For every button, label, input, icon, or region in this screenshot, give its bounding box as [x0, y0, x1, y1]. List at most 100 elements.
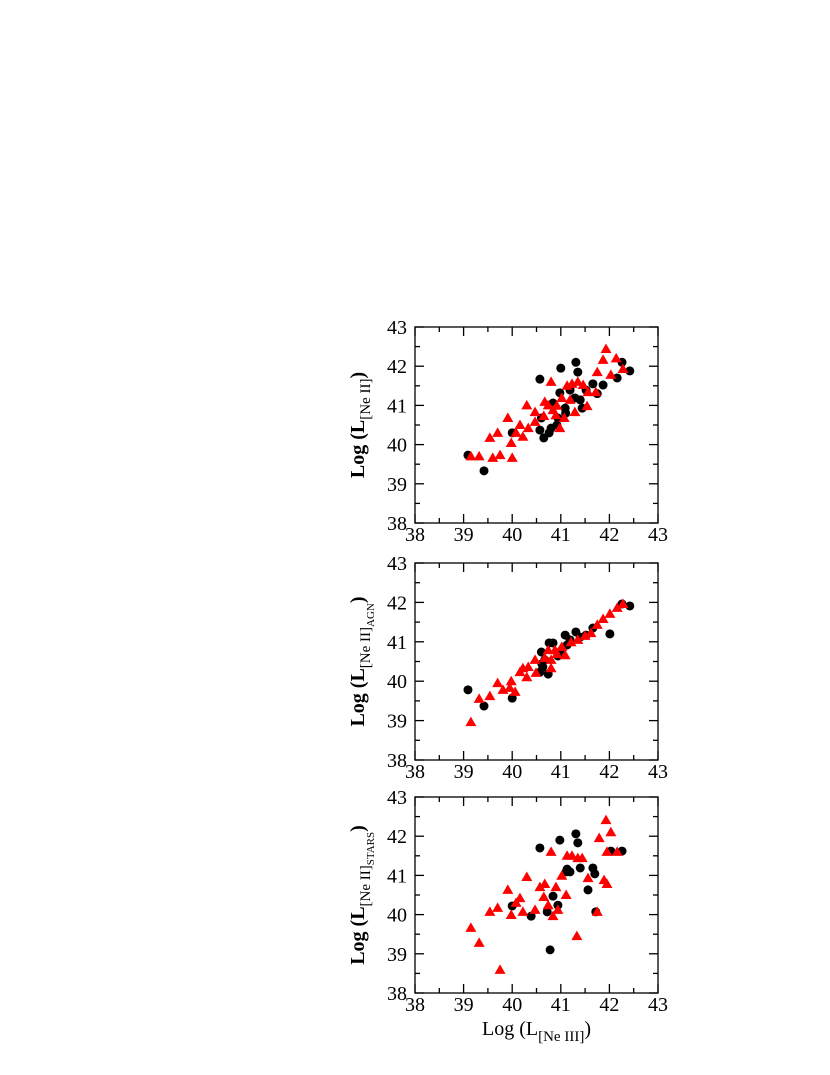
- axis-label: Log (L[Ne II]AGN): [347, 596, 377, 726]
- point: [548, 638, 558, 648]
- point: [564, 394, 576, 404]
- point: [612, 373, 622, 383]
- label-sub: [Ne II]: [358, 379, 374, 420]
- axis-label: Log (L[Ne III]): [482, 1018, 591, 1045]
- point: [534, 881, 546, 892]
- point: [544, 428, 554, 438]
- label-sub: [Ne II]: [358, 865, 374, 906]
- point: [550, 881, 562, 892]
- point: [492, 427, 504, 437]
- point: [545, 654, 557, 664]
- point: [545, 376, 557, 386]
- point: [555, 835, 565, 845]
- point: [600, 814, 612, 825]
- point: [591, 906, 603, 916]
- point: [588, 379, 598, 389]
- point: [529, 416, 541, 426]
- point: [597, 354, 609, 364]
- point: [502, 884, 514, 894]
- point: [514, 892, 526, 903]
- label-main: Log (L: [482, 1018, 538, 1040]
- y-tick-label: 40: [387, 435, 407, 457]
- point: [536, 647, 546, 657]
- point: [577, 379, 589, 390]
- label-sub2: STARS: [365, 832, 377, 865]
- x-tick-label: 38: [405, 761, 425, 783]
- point: [538, 662, 548, 672]
- point: [521, 399, 533, 410]
- point: [625, 366, 635, 376]
- point: [465, 450, 477, 461]
- point: [535, 374, 545, 384]
- point: [521, 871, 533, 881]
- point: [545, 846, 557, 856]
- point: [604, 608, 616, 618]
- point: [552, 904, 564, 914]
- point: [605, 629, 615, 639]
- y-tick-label: 39: [387, 711, 407, 733]
- x-tick-label: 38: [405, 994, 425, 1016]
- point: [598, 380, 608, 390]
- point: [590, 386, 602, 397]
- point: [559, 649, 571, 660]
- x-tick-label: 40: [502, 994, 522, 1016]
- point: [517, 431, 529, 441]
- point: [507, 693, 517, 703]
- point: [479, 466, 489, 476]
- point: [617, 363, 629, 373]
- point: [550, 409, 562, 420]
- point: [505, 675, 517, 686]
- x-tick-label: 42: [599, 761, 619, 783]
- label-sub2: AGN: [365, 603, 377, 627]
- point: [502, 412, 514, 422]
- label-main: Log (L: [347, 420, 369, 478]
- point: [545, 662, 557, 673]
- point: [542, 399, 554, 410]
- point: [526, 911, 536, 921]
- point: [463, 685, 473, 695]
- y-tick-label: 41: [387, 395, 407, 417]
- point: [465, 716, 477, 727]
- x-tick-label: 39: [454, 524, 474, 546]
- point: [593, 832, 605, 843]
- point: [571, 829, 581, 839]
- point: [611, 602, 623, 612]
- point: [581, 400, 593, 411]
- point: [529, 904, 541, 914]
- axis-label: Log (L[Ne II]STARS): [347, 825, 377, 965]
- point: [560, 889, 572, 899]
- y-tick-label: 38: [387, 513, 407, 535]
- y-tick-label: 38: [387, 750, 407, 772]
- point: [582, 386, 594, 397]
- y-tick-label: 41: [387, 865, 407, 887]
- point: [551, 400, 563, 410]
- point: [556, 363, 566, 373]
- point: [591, 366, 603, 377]
- point: [473, 450, 485, 461]
- point: [494, 449, 506, 460]
- point: [542, 899, 554, 910]
- point: [611, 846, 623, 856]
- point: [487, 452, 499, 462]
- x-tick-label: 42: [599, 994, 619, 1016]
- point: [576, 852, 588, 863]
- point: [573, 838, 583, 848]
- point: [583, 885, 593, 895]
- y-tick-label: 40: [387, 671, 407, 693]
- point: [492, 902, 504, 912]
- x-tick-label: 41: [551, 994, 571, 1016]
- point: [591, 619, 603, 629]
- point: [597, 613, 609, 623]
- point: [545, 945, 555, 955]
- x-tick-label: 39: [454, 761, 474, 783]
- point: [575, 863, 585, 873]
- point: [573, 367, 583, 377]
- point: [484, 432, 496, 442]
- point: [590, 869, 600, 879]
- point: [535, 843, 545, 853]
- point: [539, 878, 551, 889]
- y-tick-label: 43: [387, 553, 407, 575]
- label-end: ): [347, 372, 369, 379]
- point: [473, 937, 485, 947]
